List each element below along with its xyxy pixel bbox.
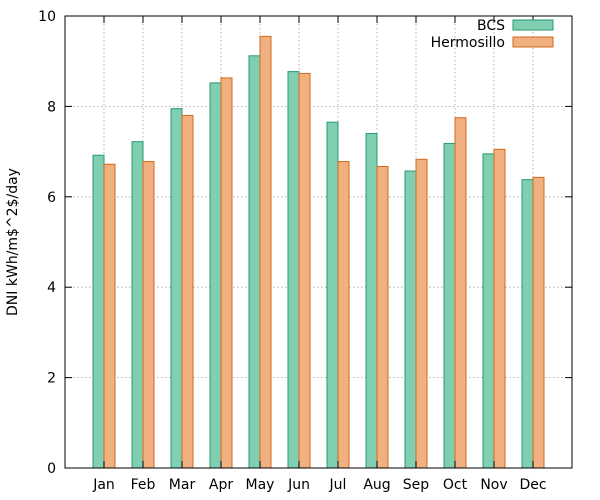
bars: [92, 35, 545, 469]
bar-hermosillo-sep: [415, 158, 428, 469]
bar-hermosillo-dec: [532, 176, 545, 469]
bar-hermosillo-nov: [493, 148, 506, 469]
y-tick-labels: 0 2 4 6 8 10: [38, 9, 56, 477]
bar-hermosillo-aug: [376, 166, 389, 469]
bar-hermosillo-jul: [337, 161, 350, 469]
bar-bcs-oct: [443, 142, 456, 469]
x-tick-label-dec: Dec: [519, 477, 546, 493]
bar-bcs-jul: [326, 121, 339, 469]
bar-bcs-apr: [209, 82, 222, 469]
y-tick-label: 2: [47, 371, 56, 387]
bar-hermosillo-oct: [454, 117, 467, 469]
x-tick-label-jul: Jul: [329, 477, 347, 493]
x-tick-label-aug: Aug: [363, 477, 390, 493]
bar-hermosillo-mar: [181, 114, 194, 469]
tick-marks: [65, 15, 572, 469]
bar-bcs-dec: [521, 179, 534, 469]
x-tick-label-mar: Mar: [169, 477, 196, 493]
y-tick-label: 6: [47, 190, 56, 206]
bar-bcs-aug: [365, 133, 378, 469]
bar-bcs-sep: [404, 170, 417, 469]
x-tick-label-jun: Jun: [287, 477, 310, 493]
x-tick-label-oct: Oct: [443, 477, 468, 493]
y-tick-label: 0: [47, 461, 56, 477]
legend-swatch-hermosillo: [512, 36, 554, 48]
bar-bcs-may: [248, 55, 261, 469]
legend-label-hermosillo: Hermosillo: [431, 35, 505, 51]
bar-bcs-mar: [170, 108, 183, 469]
x-tick-label-nov: Nov: [480, 477, 507, 493]
x-tick-label-may: May: [246, 477, 275, 493]
y-tick-label: 4: [47, 280, 56, 296]
bar-bcs-feb: [131, 141, 144, 469]
x-tick-label-sep: Sep: [403, 477, 430, 493]
bar-hermosillo-jan: [103, 163, 116, 469]
plot-frame: [64, 15, 573, 469]
bar-hermosillo-feb: [142, 161, 155, 469]
x-tick-label-apr: Apr: [209, 477, 233, 493]
bar-bcs-nov: [482, 153, 495, 469]
bar-hermosillo-jun: [298, 72, 311, 469]
bar-hermosillo-apr: [220, 77, 233, 469]
legend: BCS Hermosillo: [431, 18, 554, 51]
y-tick-label: 8: [47, 99, 56, 115]
legend-label-bcs: BCS: [477, 18, 505, 34]
x-tick-label-feb: Feb: [131, 477, 156, 493]
y-tick-label: 10: [38, 9, 56, 25]
x-tick-label-jan: Jan: [92, 477, 115, 493]
legend-swatch-bcs: [512, 19, 554, 31]
y-axis-label: DNI kWh/m$^2$/day: [5, 168, 21, 316]
x-tick-labels: Jan Feb Mar Apr May Jun Jul Aug Sep Oct Nov Dec: [92, 477, 546, 493]
bar-bcs-jun: [287, 71, 300, 469]
bar-hermosillo-may: [259, 35, 272, 469]
bar-bcs-jan: [92, 154, 105, 469]
